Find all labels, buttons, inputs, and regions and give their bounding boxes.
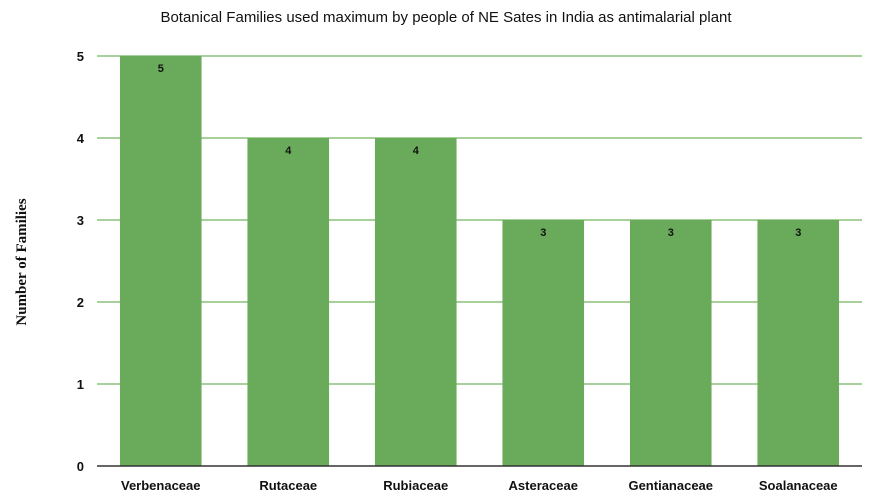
x-tick-labels: Verbenaceae Rutaceae Rubiaceae Asteraceae Ge… xyxy=(121,478,838,493)
bar-asteraceae xyxy=(502,220,585,466)
x-tick-label: Asteraceae xyxy=(509,478,578,493)
bar-rutaceae xyxy=(247,138,330,466)
y-tick-labels: 0 1 2 3 4 5 xyxy=(77,49,85,474)
data-label: 3 xyxy=(795,227,801,239)
data-label: 4 xyxy=(413,145,420,157)
x-tick-label: Verbenaceae xyxy=(121,478,201,493)
y-tick-label: 3 xyxy=(77,213,84,228)
y-tick-label: 2 xyxy=(77,295,84,310)
x-tick-label: Rubiaceae xyxy=(383,478,448,493)
y-axis-label: Number of Families xyxy=(14,198,30,325)
y-tick-label: 5 xyxy=(77,49,84,64)
data-label: 3 xyxy=(540,227,546,239)
data-labels: 5 4 4 3 3 3 xyxy=(158,63,802,239)
bar-verbenaceae xyxy=(119,56,202,466)
data-label: 3 xyxy=(668,227,674,239)
bar-gentianaceae xyxy=(629,220,712,466)
data-label: 5 xyxy=(158,63,164,75)
y-tick-label: 1 xyxy=(77,377,84,392)
data-label: 4 xyxy=(285,145,292,157)
bar-soalanaceae xyxy=(757,220,840,466)
gridlines xyxy=(97,55,862,385)
x-tick-label: Soalanaceae xyxy=(759,478,838,493)
y-tick-label: 0 xyxy=(77,459,84,474)
x-tick-label: Rutaceae xyxy=(259,478,317,493)
bar-rubiaceae xyxy=(374,138,457,466)
x-tick-label: Gentianaceae xyxy=(628,478,713,493)
chart-title: Botanical Families used maximum by peopl… xyxy=(160,9,732,26)
bars xyxy=(119,56,840,466)
y-tick-label: 4 xyxy=(77,131,85,146)
